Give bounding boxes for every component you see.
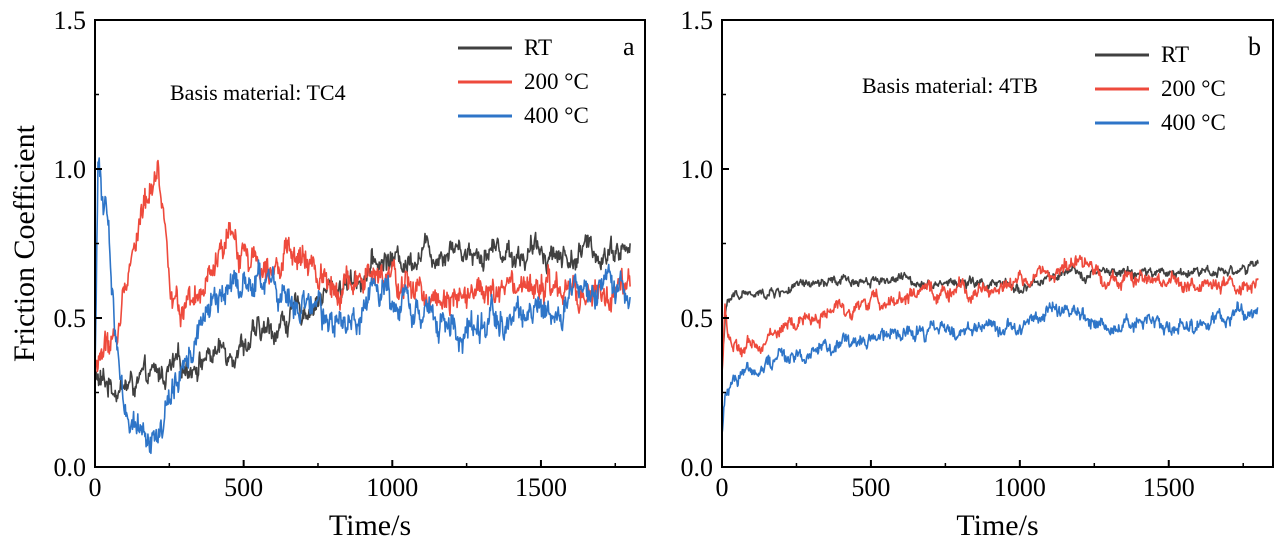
y-tick-label: 0.0 [54,453,87,482]
panel-label: a [623,32,635,61]
panel-a: 0 500 1000 1500 0.0 0.5 1.0 1.5 Time/s Friction C… [8,6,646,542]
y-tick-label: 1.5 [681,6,714,35]
legend-label: 200 °C [524,69,589,94]
legend-label: 200 °C [1161,76,1226,101]
y-tick-label: 1.5 [54,6,87,35]
y-tick-label: 0.0 [681,453,714,482]
series-line-0 [721,259,1259,364]
material-annotation: Basis material: 4TB [862,73,1038,98]
x-axis-label: Time/s [956,509,1038,542]
series-line-1 [94,159,631,381]
series-line-1 [721,254,1259,374]
series-lines [721,254,1259,435]
series-line-2 [721,301,1259,435]
x-axis-label: Time/s [329,509,411,542]
material-annotation: Basis material: TC4 [170,80,346,105]
legend-label: 400 °C [524,103,589,128]
legend-label: RT [524,35,552,60]
y-tick-label: 0.5 [681,304,714,333]
y-tick-label: 1.0 [681,155,714,184]
series-line-2 [94,157,631,455]
legend: RT 200 °C 400 °C [458,35,589,128]
legend-label: RT [1161,42,1189,67]
x-tick-label: 0 [716,473,729,502]
x-tick-label: 1500 [1143,473,1195,502]
x-tick-label: 1000 [994,473,1046,502]
y-tick-label: 1.0 [54,155,87,184]
series-lines [94,157,631,455]
x-tick-label: 0 [89,473,102,502]
legend-label: 400 °C [1161,110,1226,135]
x-tick-label: 500 [851,473,890,502]
legend: RT 200 °C 400 °C [1095,42,1226,135]
y-axis-label: Friction Coefficient [8,124,41,362]
panel-b: 0 500 1000 1500 0.0 0.5 1.0 1.5 Time/s Basis mate… [681,6,1274,542]
y-tick-label: 0.5 [54,304,87,333]
panel-label: b [1248,32,1261,61]
x-tick-label: 1000 [366,473,418,502]
x-tick-label: 500 [224,473,263,502]
x-tick-label: 1500 [515,473,567,502]
